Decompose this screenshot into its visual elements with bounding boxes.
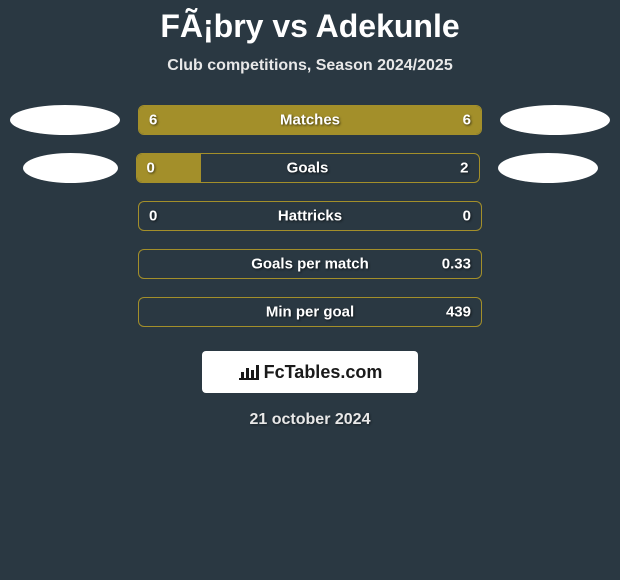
comparison-card: FÃ¡bry vs Adekunle Club competitions, Se… bbox=[0, 0, 620, 429]
spacer bbox=[10, 249, 120, 279]
page-subtitle: Club competitions, Season 2024/2025 bbox=[167, 57, 452, 75]
stat-label: Hattricks bbox=[278, 208, 342, 225]
page-title: FÃ¡bry vs Adekunle bbox=[160, 8, 459, 45]
stat-value-left: 0 bbox=[147, 160, 155, 177]
footer-date: 21 october 2024 bbox=[250, 411, 371, 429]
stat-label: Matches bbox=[280, 112, 340, 129]
player-left-marker bbox=[23, 153, 118, 183]
stat-bar: 0 Goals 2 bbox=[136, 153, 480, 183]
brand-text: FcTables.com bbox=[238, 362, 383, 383]
spacer bbox=[10, 201, 120, 231]
spacer bbox=[500, 249, 610, 279]
stat-value-right: 2 bbox=[460, 160, 468, 177]
brand-label: FcTables.com bbox=[264, 362, 383, 383]
stats-list: 6 Matches 6 0 Goals 2 0 Hattricks 0 Goals per mat… bbox=[10, 105, 610, 345]
stat-label: Min per goal bbox=[266, 304, 354, 321]
stat-value-right: 439 bbox=[446, 304, 471, 321]
brand-badge[interactable]: FcTables.com bbox=[202, 351, 418, 393]
stat-bar: 0 Hattricks 0 bbox=[138, 201, 482, 231]
player-right-marker bbox=[498, 153, 598, 183]
stat-value-left: 6 bbox=[149, 112, 157, 129]
stat-bar: Min per goal 439 bbox=[138, 297, 482, 327]
spacer bbox=[500, 297, 610, 327]
stat-bar: 6 Matches 6 bbox=[138, 105, 482, 135]
bar-chart-icon bbox=[238, 363, 260, 381]
stat-row: 0 Goals 2 bbox=[10, 153, 610, 183]
stat-value-right: 6 bbox=[463, 112, 471, 129]
stat-value-left: 0 bbox=[149, 208, 157, 225]
spacer bbox=[10, 297, 120, 327]
stat-row: 6 Matches 6 bbox=[10, 105, 610, 135]
stat-row: Min per goal 439 bbox=[10, 297, 610, 327]
stat-bar: Goals per match 0.33 bbox=[138, 249, 482, 279]
player-left-marker bbox=[10, 105, 120, 135]
stat-value-right: 0.33 bbox=[442, 256, 471, 273]
stat-label: Goals per match bbox=[251, 256, 369, 273]
stat-label: Goals bbox=[287, 160, 329, 177]
stat-value-right: 0 bbox=[463, 208, 471, 225]
stat-row: Goals per match 0.33 bbox=[10, 249, 610, 279]
stat-row: 0 Hattricks 0 bbox=[10, 201, 610, 231]
player-right-marker bbox=[500, 105, 610, 135]
spacer bbox=[500, 201, 610, 231]
